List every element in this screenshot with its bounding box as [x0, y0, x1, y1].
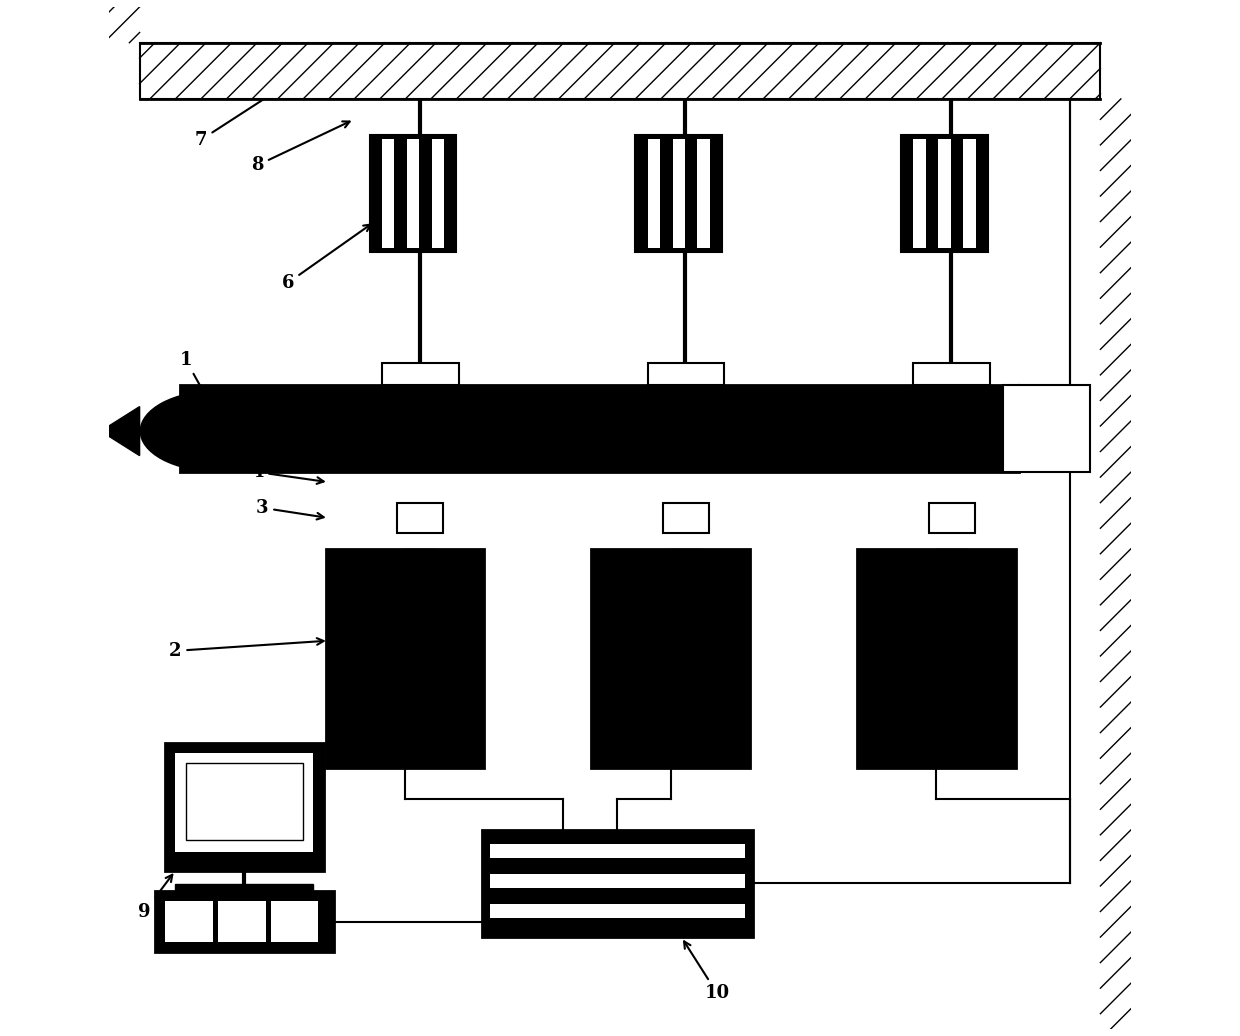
Bar: [326, 549, 484, 769]
Bar: [181, 385, 1018, 472]
Bar: [635, 135, 722, 252]
Bar: [382, 139, 394, 249]
Bar: [382, 363, 459, 385]
Text: 1: 1: [180, 350, 208, 401]
Bar: [370, 135, 456, 252]
Bar: [901, 135, 988, 252]
Bar: [186, 764, 303, 840]
Bar: [591, 549, 750, 769]
Bar: [672, 139, 684, 249]
Bar: [914, 363, 990, 385]
Text: 4: 4: [250, 463, 324, 484]
Text: 5: 5: [281, 386, 410, 404]
Text: 6: 6: [281, 225, 371, 292]
Bar: [175, 884, 314, 896]
Text: 3: 3: [255, 498, 324, 519]
Bar: [165, 743, 324, 870]
Bar: [490, 873, 745, 888]
Bar: [218, 901, 265, 942]
Text: 2: 2: [169, 638, 324, 660]
Text: 8: 8: [250, 121, 350, 174]
Bar: [914, 139, 926, 249]
Bar: [404, 549, 435, 595]
Bar: [482, 830, 753, 938]
Bar: [155, 891, 334, 952]
Bar: [490, 903, 745, 918]
Ellipse shape: [140, 391, 293, 472]
Bar: [165, 901, 213, 942]
Bar: [929, 502, 975, 534]
Bar: [490, 843, 745, 858]
Bar: [175, 753, 314, 853]
Polygon shape: [100, 406, 140, 456]
Bar: [936, 549, 966, 595]
Bar: [647, 363, 724, 385]
Bar: [270, 901, 319, 942]
Bar: [140, 42, 1100, 98]
Bar: [963, 139, 976, 249]
Bar: [663, 502, 709, 534]
Bar: [697, 139, 709, 249]
Bar: [432, 139, 444, 249]
Bar: [857, 549, 1016, 769]
Bar: [1003, 385, 1090, 472]
Bar: [407, 139, 419, 249]
Text: 9: 9: [139, 874, 172, 921]
Text: 7: 7: [195, 86, 284, 149]
Bar: [397, 502, 443, 534]
Bar: [670, 549, 701, 595]
Bar: [939, 139, 951, 249]
Text: 10: 10: [684, 942, 729, 1002]
Bar: [647, 139, 660, 249]
